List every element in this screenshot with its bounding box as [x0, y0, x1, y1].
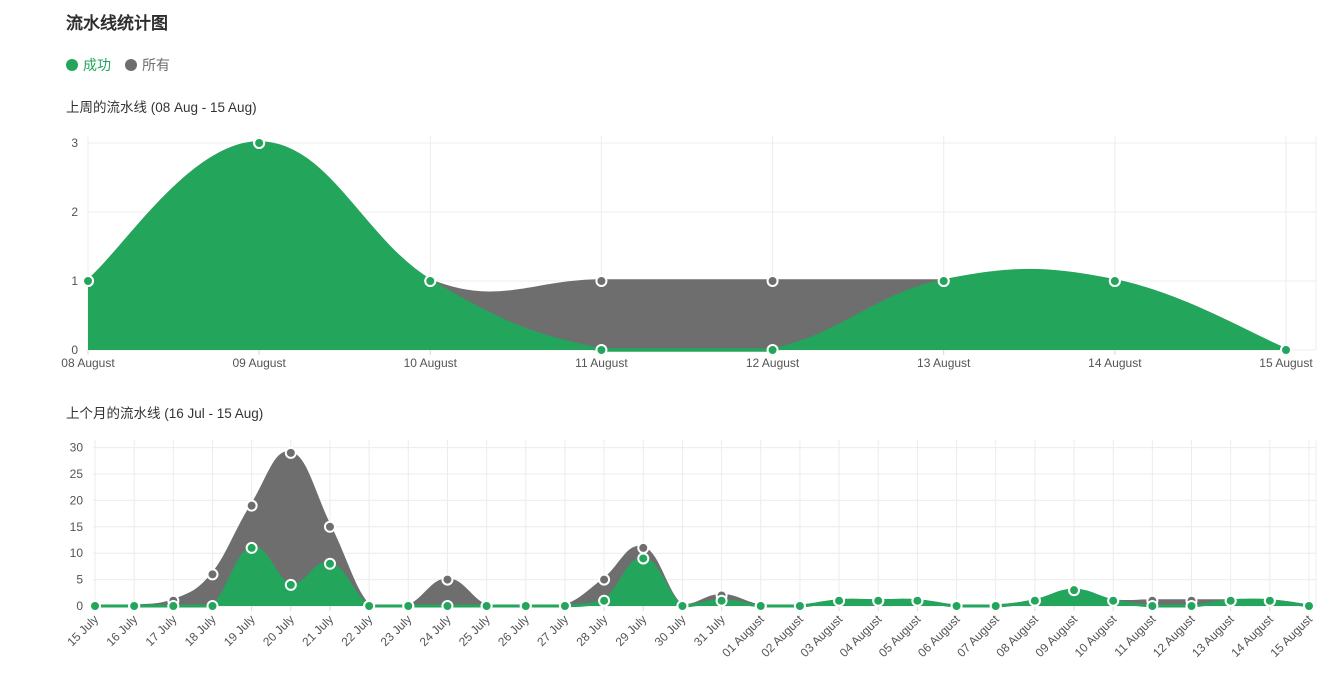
- svg-text:1: 1: [71, 274, 78, 288]
- svg-text:28 July: 28 July: [573, 612, 610, 649]
- svg-text:22 July: 22 July: [338, 612, 375, 649]
- weekly-pipelines-chart[interactable]: 0 1 2 3 08 August 09 August 10 August 11 August…: [0, 128, 1334, 378]
- legend-item-success: 成功: [66, 55, 111, 75]
- svg-text:13 August: 13 August: [917, 356, 971, 370]
- svg-text:10: 10: [70, 546, 84, 560]
- success-legend-dot-icon: [66, 59, 78, 71]
- svg-text:27 July: 27 July: [534, 612, 571, 649]
- svg-text:29 July: 29 July: [613, 612, 650, 649]
- svg-text:15 August: 15 August: [1267, 612, 1315, 660]
- svg-text:0: 0: [71, 343, 78, 357]
- svg-text:09 August: 09 August: [232, 356, 286, 370]
- svg-text:24 July: 24 July: [417, 612, 454, 649]
- svg-text:17 July: 17 July: [143, 612, 180, 649]
- svg-text:0: 0: [76, 599, 83, 613]
- svg-text:30: 30: [70, 441, 84, 455]
- svg-text:5: 5: [76, 573, 83, 587]
- svg-text:15: 15: [70, 520, 84, 534]
- page-title: 流水线统计图: [66, 14, 168, 33]
- svg-text:15 August: 15 August: [1259, 356, 1313, 370]
- svg-text:21 July: 21 July: [299, 612, 336, 649]
- legend-label-all: 所有: [142, 57, 170, 73]
- svg-text:16 July: 16 July: [103, 612, 140, 649]
- svg-text:19 July: 19 July: [221, 612, 258, 649]
- svg-text:12 August: 12 August: [746, 356, 800, 370]
- svg-text:2: 2: [71, 205, 78, 219]
- svg-text:20 July: 20 July: [260, 612, 297, 649]
- svg-text:25 July: 25 July: [456, 612, 493, 649]
- svg-text:30 July: 30 July: [652, 612, 689, 649]
- weekly-chart-title: 上周的流水线 (08 Aug - 15 Aug): [66, 100, 257, 115]
- all-legend-dot-icon: [125, 59, 137, 71]
- svg-text:15 July: 15 July: [64, 612, 101, 649]
- monthly-pipelines-chart[interactable]: 0 5 10 15 20 25 30 15 July 16 July 17 July 18 July…: [0, 434, 1334, 685]
- svg-text:11 August: 11 August: [575, 356, 628, 370]
- svg-text:25: 25: [70, 467, 84, 481]
- svg-text:23 July: 23 July: [378, 612, 415, 649]
- svg-text:26 July: 26 July: [495, 612, 532, 649]
- svg-text:14 August: 14 August: [1088, 356, 1142, 370]
- legend-label-success: 成功: [83, 57, 111, 73]
- svg-text:20: 20: [70, 493, 84, 507]
- svg-text:10 August: 10 August: [1072, 612, 1120, 660]
- svg-text:18 July: 18 July: [182, 612, 219, 649]
- chart-legend: 成功 所有: [66, 55, 1334, 75]
- svg-text:3: 3: [71, 136, 78, 150]
- monthly-chart-title: 上个月的流水线 (16 Jul - 15 Aug): [66, 406, 264, 421]
- svg-text:10 August: 10 August: [404, 356, 458, 370]
- svg-text:31 July: 31 July: [691, 612, 728, 649]
- legend-item-all: 所有: [125, 55, 170, 75]
- svg-text:08 August: 08 August: [61, 356, 115, 370]
